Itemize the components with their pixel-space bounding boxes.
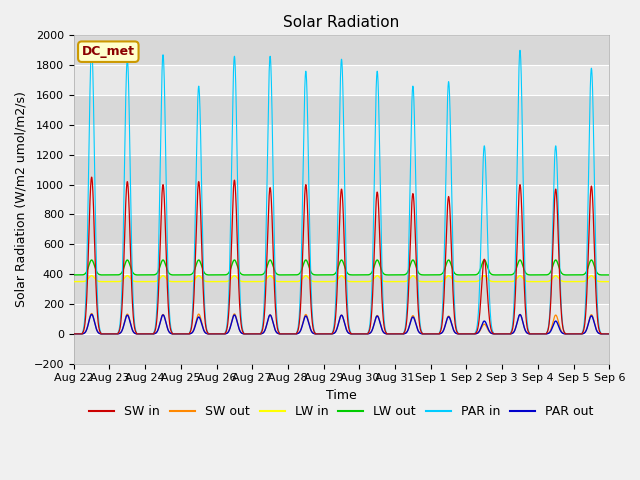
Bar <box>74 65 609 95</box>
Bar <box>74 155 609 185</box>
Text: DC_met: DC_met <box>82 45 135 58</box>
Legend: SW in, SW out, LW in, LW out, PAR in, PAR out: SW in, SW out, LW in, LW out, PAR in, PA… <box>84 400 599 423</box>
Bar <box>74 36 609 65</box>
Bar <box>74 244 609 274</box>
Y-axis label: Solar Radiation (W/m2 umol/m2/s): Solar Radiation (W/m2 umol/m2/s) <box>15 92 28 308</box>
Bar <box>74 95 609 125</box>
Bar <box>74 304 609 334</box>
Bar <box>74 274 609 304</box>
X-axis label: Time: Time <box>326 389 357 402</box>
Title: Solar Radiation: Solar Radiation <box>284 15 399 30</box>
Bar <box>74 185 609 215</box>
Bar <box>74 215 609 244</box>
Bar <box>74 125 609 155</box>
Bar <box>74 334 609 364</box>
